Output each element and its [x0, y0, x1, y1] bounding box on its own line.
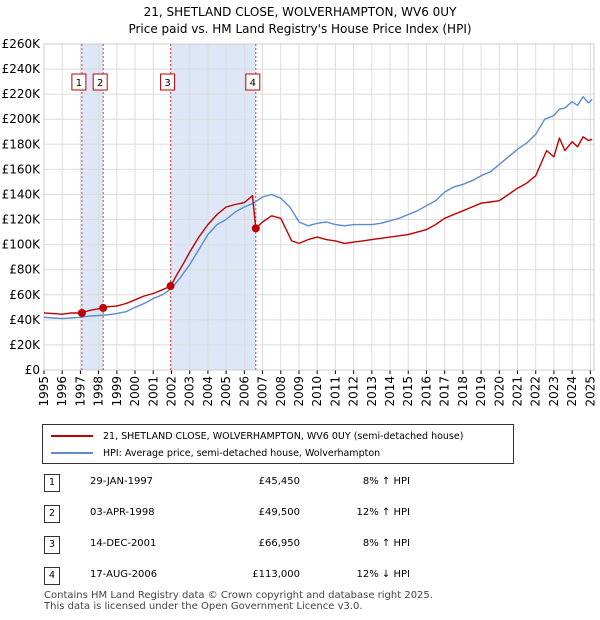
x-tick-label: 2006 [237, 376, 251, 407]
x-tick-label: 2019 [474, 376, 488, 407]
y-tick-label: £40K [9, 313, 41, 327]
sale-marker-box [245, 73, 261, 91]
sale-marker-label: 3 [164, 78, 170, 89]
x-tick-label: 2009 [292, 376, 306, 407]
y-tick-label: £80K [9, 263, 41, 277]
x-tick-label: 2004 [201, 376, 215, 407]
sale-price: £66,950 [258, 538, 300, 549]
sale-marker-label: 4 [250, 78, 256, 89]
plot-border [43, 43, 595, 371]
legend-label-property: 21, SHETLAND CLOSE, WOLVERHAMPTON, WV6 0… [103, 430, 464, 442]
legend-label-hpi: HPI: Average price, semi-detached house,… [103, 447, 381, 459]
sale-hpi-diff: 12% ↑ HPI [356, 507, 410, 518]
x-tick-label: 2023 [547, 376, 561, 407]
x-tick-label: 2024 [565, 376, 579, 407]
sale-marker-box [71, 73, 87, 91]
sale-date: 29-JAN-1997 [90, 476, 154, 487]
chart-legend: 21, SHETLAND CLOSE, WOLVERHAMPTON, WV6 0… [42, 424, 514, 464]
y-tick-label: £240K [2, 62, 42, 76]
title-line-1: 21, SHETLAND CLOSE, WOLVERHAMPTON, WV6 0… [143, 5, 457, 19]
x-tick-label: 2001 [146, 376, 160, 407]
y-tick-label: £260K [2, 37, 42, 51]
x-tick-label: 2025 [583, 376, 597, 407]
legend-swatch-property [51, 435, 93, 437]
sale-number: 2 [44, 505, 60, 523]
x-tick-label: 2012 [347, 376, 361, 407]
chart-title: 21, SHETLAND CLOSE, WOLVERHAMPTON, WV6 0… [0, 4, 600, 38]
sale-marker-label: 2 [97, 78, 103, 89]
shaded-range [81, 44, 104, 370]
y-tick-label: £0 [25, 363, 40, 377]
x-tick-label: 1999 [110, 376, 124, 407]
sale-number: 3 [44, 536, 60, 554]
x-tick-label: 2018 [456, 376, 470, 407]
price-chart: £0 £20K £40K £60K £80K £100K £120K £140K £160K £1… [2, 37, 598, 407]
footer-line-1: Contains HM Land Registry data © Crown c… [44, 590, 433, 601]
sale-point [99, 303, 108, 312]
legend-swatch-hpi [51, 452, 93, 454]
sale-marker-box [160, 73, 176, 91]
sale-date: 17-AUG-2006 [90, 569, 158, 580]
y-tick-label: £120K [2, 213, 42, 227]
x-tick-label: 2002 [164, 376, 178, 407]
y-tick-label: £160K [2, 162, 42, 176]
title-line-2: Price paid vs. HM Land Registry's House … [128, 22, 472, 36]
sale-date: 14-DEC-2001 [90, 538, 157, 549]
x-tick-label: 1998 [92, 376, 106, 407]
x-tick-label: 2022 [529, 376, 543, 407]
footer-attribution: Contains HM Land Registry data © Crown c… [44, 590, 433, 612]
sale-marker-box [92, 73, 108, 91]
x-tick-label: 2020 [492, 376, 506, 407]
y-tick-label: £180K [2, 137, 42, 151]
y-tick-label: £140K [2, 187, 42, 201]
x-tick-label: 1995 [37, 376, 51, 407]
x-tick-label: 1996 [55, 376, 69, 407]
sale-point [166, 282, 175, 291]
sale-hpi-diff: 8% ↑ HPI [362, 476, 410, 487]
y-tick-label: £200K [2, 112, 42, 126]
sale-number: 4 [44, 567, 60, 585]
table-row: 3 14-DEC-2001 £66,950 8% ↑ HPI [40, 536, 480, 554]
sale-price: £113,000 [252, 569, 300, 580]
x-tick-label: 2013 [365, 376, 379, 407]
x-tick-label: 2016 [419, 376, 433, 407]
sale-number: 1 [44, 474, 60, 492]
x-tick-label: 2007 [256, 376, 270, 407]
x-tick-label: 1997 [73, 376, 87, 407]
shaded-range [170, 44, 256, 370]
x-tick-label: 2015 [401, 376, 415, 407]
table-row: 2 03-APR-1998 £49,500 12% ↑ HPI [40, 505, 480, 523]
x-tick-label: 2003 [183, 376, 197, 407]
x-tick-label: 2008 [274, 376, 288, 407]
legend-item-property: 21, SHETLAND CLOSE, WOLVERHAMPTON, WV6 0… [51, 428, 463, 444]
table-row: 4 17-AUG-2006 £113,000 12% ↓ HPI [40, 567, 480, 585]
footer-line-2: This data is licensed under the Open Gov… [44, 601, 363, 612]
y-tick-label: £60K [9, 288, 41, 302]
y-tick-label: £20K [9, 338, 41, 352]
x-tick-label: 2011 [328, 376, 342, 407]
x-tick-label: 2017 [438, 376, 452, 407]
y-tick-label: £220K [2, 87, 42, 101]
sale-date: 03-APR-1998 [90, 507, 155, 518]
x-tick-label: 2014 [383, 376, 397, 407]
x-tick-label: 2010 [310, 376, 324, 407]
x-tick-label: 2000 [128, 376, 142, 407]
sale-hpi-diff: 12% ↓ HPI [356, 569, 410, 580]
plot-area [44, 44, 594, 370]
x-tick-label: 2021 [511, 376, 525, 407]
sale-price: £49,500 [258, 507, 300, 518]
hpi-line [43, 95, 593, 320]
sale-price: £45,450 [258, 476, 300, 487]
sale-point [251, 224, 260, 233]
x-tick-label: 2005 [219, 376, 233, 407]
y-tick-label: £100K [2, 238, 42, 252]
property-price-line [43, 136, 593, 315]
sale-hpi-diff: 8% ↑ HPI [362, 538, 410, 549]
legend-item-hpi: HPI: Average price, semi-detached house,… [51, 445, 380, 461]
table-row: 1 29-JAN-1997 £45,450 8% ↑ HPI [40, 474, 480, 492]
sale-marker-label: 1 [76, 78, 82, 89]
sale-point [77, 309, 86, 318]
